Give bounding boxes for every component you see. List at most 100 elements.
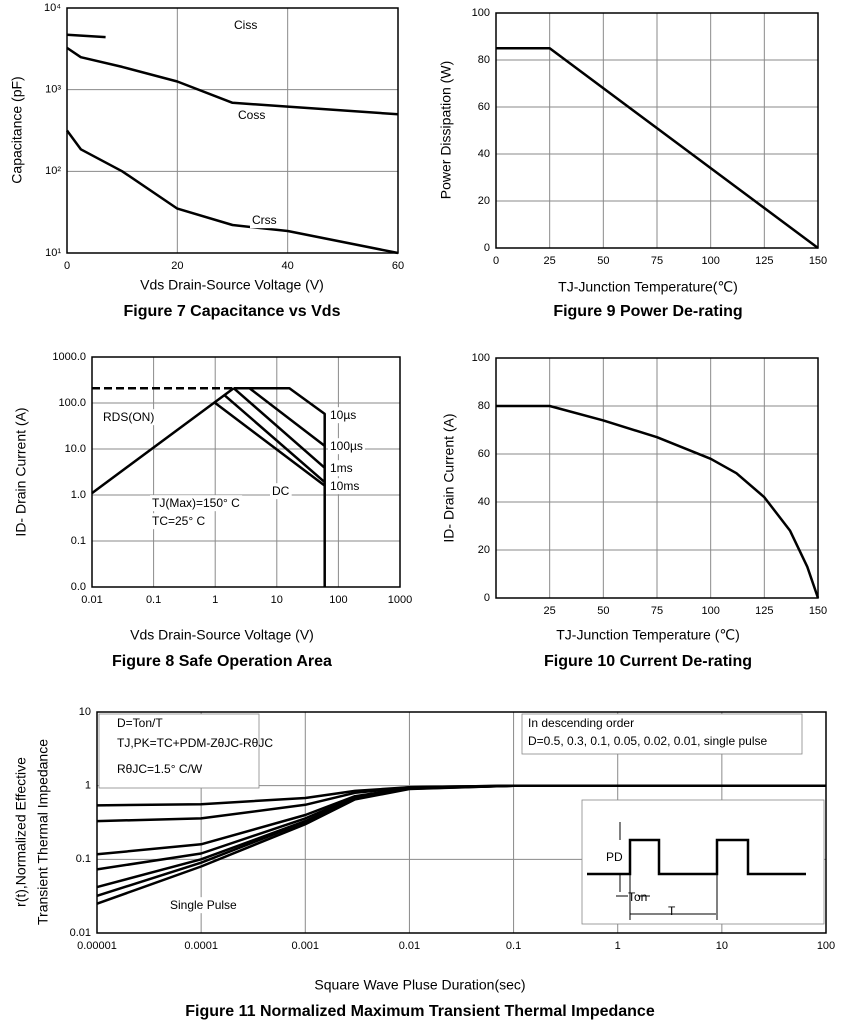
x-tick-label: 0 — [493, 255, 499, 267]
x-tick-label: 50 — [597, 605, 609, 617]
y-tick-label: 0.1 — [71, 535, 86, 547]
annotation: TJ,PK=TC+PDM-ZθJC-RθJC — [117, 736, 273, 750]
series-line — [66, 46, 399, 116]
annotation: TC=25° C — [152, 514, 205, 528]
x-tick-label: 125 — [755, 605, 773, 617]
y-tick-label: 100 — [472, 352, 490, 364]
x-tick-label: 100 — [329, 594, 347, 606]
y-tick-label: 1 — [85, 780, 91, 792]
series-label: 10ms — [330, 479, 359, 493]
plot-frame — [66, 7, 399, 254]
y-tick-label: 10.0 — [65, 443, 86, 455]
chart-title: Figure 11 Normalized Maximum Transient T… — [185, 1003, 655, 1020]
annotation: RθJC=1.5° C/W — [117, 762, 203, 776]
series-label: RDS(ON) — [103, 410, 154, 424]
plot-frame — [96, 711, 827, 934]
inset-label: PD — [606, 850, 623, 864]
label-background — [150, 495, 243, 512]
x-tick-label: 0.001 — [292, 940, 320, 952]
x-tick-label: 75 — [651, 605, 663, 617]
series-line — [214, 402, 326, 487]
y-axis-label: Capacitance (pF) — [9, 76, 25, 183]
series-line — [223, 393, 326, 484]
plot-frame — [495, 12, 819, 249]
x-tick-label: 25 — [544, 255, 556, 267]
x-tick-label: 1000 — [388, 594, 412, 606]
series-label: Coss — [238, 108, 265, 122]
y-tick-label: 60 — [478, 101, 490, 113]
plot-frame — [91, 356, 401, 588]
x-tick-label: 150 — [809, 605, 827, 617]
inset-label: Ton — [628, 890, 647, 904]
y-tick-label: 80 — [478, 400, 490, 412]
y-tick-label: 10⁴ — [44, 2, 61, 14]
annotation: D=Ton/T — [117, 716, 163, 730]
x-tick-label: 0 — [64, 260, 70, 272]
label-background — [328, 478, 362, 495]
x-tick-label: 1 — [615, 940, 621, 952]
chart-title: Figure 7 Capacitance vs Vds — [124, 303, 341, 320]
y-tick-label: 0.01 — [70, 927, 91, 939]
x-tick-label: 50 — [597, 255, 609, 267]
annotation: Single Pulse — [170, 898, 237, 912]
series-label: 1ms — [330, 461, 353, 475]
y-tick-label: 0 — [484, 242, 490, 254]
y-tick-label: 40 — [478, 148, 490, 160]
note-box — [581, 799, 825, 925]
series-line — [91, 387, 235, 495]
x-axis-label: TJ-Junction Temperature (℃) — [556, 627, 740, 643]
y-axis-label: ID- Drain Current (A) — [441, 413, 457, 542]
y-tick-label: 100 — [472, 7, 490, 19]
series-label: DC — [272, 484, 290, 498]
x-tick-label: 10 — [716, 940, 728, 952]
y-axis-label: ID- Drain Current (A) — [13, 407, 29, 536]
label-background — [232, 17, 260, 34]
label-background — [250, 212, 279, 229]
inset-label: T — [668, 904, 676, 918]
chart-title: Figure 8 Safe Operation Area — [112, 653, 332, 670]
x-tick-label: 100 — [701, 605, 719, 617]
y-tick-label: 10 — [79, 706, 91, 718]
y-tick-label: 20 — [478, 544, 490, 556]
series-line — [96, 784, 826, 905]
x-tick-label: 10 — [271, 594, 283, 606]
x-tick-label: 75 — [651, 255, 663, 267]
series-line — [248, 387, 326, 447]
x-tick-label: 1 — [212, 594, 218, 606]
x-tick-label: 25 — [544, 605, 556, 617]
plot-frame — [495, 357, 819, 599]
x-tick-label: 100 — [817, 940, 835, 952]
x-axis-label: Square Wave Pluse Duration(sec) — [314, 977, 525, 993]
y-axis-label: r(t),Normalized Effective — [13, 757, 29, 907]
x-axis-label: TJ-Junction Temperature(℃) — [558, 279, 738, 295]
y-tick-label: 0 — [484, 592, 490, 604]
label-background — [328, 438, 365, 455]
y-tick-label: 20 — [478, 195, 490, 207]
y-tick-label: 40 — [478, 496, 490, 508]
x-tick-label: 125 — [755, 255, 773, 267]
series-line — [233, 386, 326, 587]
x-tick-label: 0.01 — [81, 594, 102, 606]
series-label: Ciss — [234, 18, 257, 32]
label-background — [236, 107, 268, 124]
dimension-lines — [616, 822, 718, 920]
y-tick-label: 10¹ — [45, 247, 61, 259]
x-axis-label: Vds Drain-Source Voltage (V) — [140, 277, 324, 293]
x-tick-label: 0.01 — [399, 940, 420, 952]
chart-title: Figure 9 Power De-rating — [553, 303, 742, 320]
x-tick-label: 20 — [171, 260, 183, 272]
series-label: 100µs — [330, 439, 363, 453]
x-tick-label: 150 — [809, 255, 827, 267]
series-label: Crss — [252, 213, 277, 227]
label-background — [328, 460, 355, 477]
x-tick-label: 0.0001 — [184, 940, 218, 952]
label-background — [150, 513, 208, 530]
chart-title: Figure 10 Current De-rating — [544, 653, 752, 670]
x-axis-label: Vds Drain-Source Voltage (V) — [130, 627, 314, 643]
label-background — [328, 407, 359, 424]
label-background — [101, 409, 157, 426]
x-tick-label: 0.1 — [146, 594, 161, 606]
label-background — [270, 483, 292, 500]
series-line — [496, 47, 819, 250]
